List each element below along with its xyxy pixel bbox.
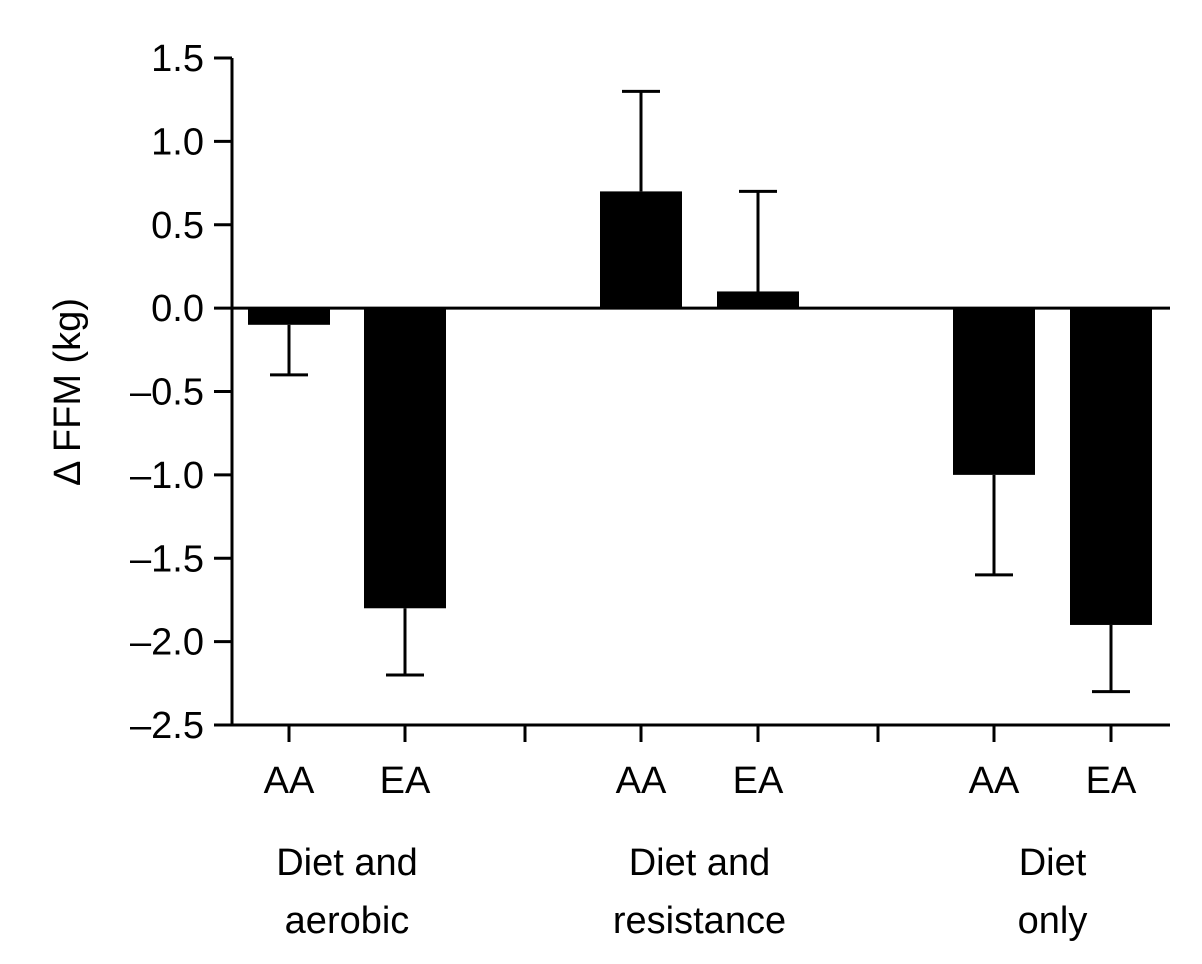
- group-label: resistance: [613, 900, 786, 942]
- y-axis-title: Δ FFM (kg): [47, 298, 89, 486]
- category-label: AA: [616, 760, 667, 802]
- x-axis-ticks: AA EA Diet and aerobic AA EA Diet and resistanc…: [264, 725, 1137, 942]
- bar: [600, 191, 682, 309]
- bar: [1070, 308, 1152, 625]
- bar: [953, 308, 1035, 475]
- y-tick-label: –2.0: [130, 622, 204, 664]
- y-tick-label: –1.5: [130, 538, 204, 580]
- category-label: AA: [969, 760, 1020, 802]
- group-label: aerobic: [285, 900, 410, 942]
- category-label: AA: [264, 760, 315, 802]
- y-tick-label: 0.5: [151, 205, 204, 247]
- bar: [364, 308, 446, 609]
- category-label: EA: [380, 760, 431, 802]
- bar: [717, 291, 799, 309]
- y-tick-label: 1.5: [151, 38, 204, 80]
- bar: [248, 308, 330, 325]
- y-tick-label: 0.0: [151, 288, 204, 330]
- category-label: EA: [1086, 760, 1137, 802]
- group-label: Diet and: [629, 842, 771, 884]
- y-tick-label: 1.0: [151, 121, 204, 163]
- group-label: Diet: [1019, 842, 1087, 884]
- group-label: only: [1018, 900, 1088, 942]
- category-label: EA: [733, 760, 784, 802]
- y-axis-ticks: 1.5 1.0 0.5 0.0 –0.5 –1.0 –1.5 –2.0 –2.5: [130, 38, 232, 747]
- y-tick-label: –1.0: [130, 455, 204, 497]
- chart-marks: [248, 89, 1152, 694]
- y-tick-label: –0.5: [130, 372, 204, 414]
- group-label: Diet and: [276, 842, 418, 884]
- y-tick-label: –2.5: [130, 705, 204, 747]
